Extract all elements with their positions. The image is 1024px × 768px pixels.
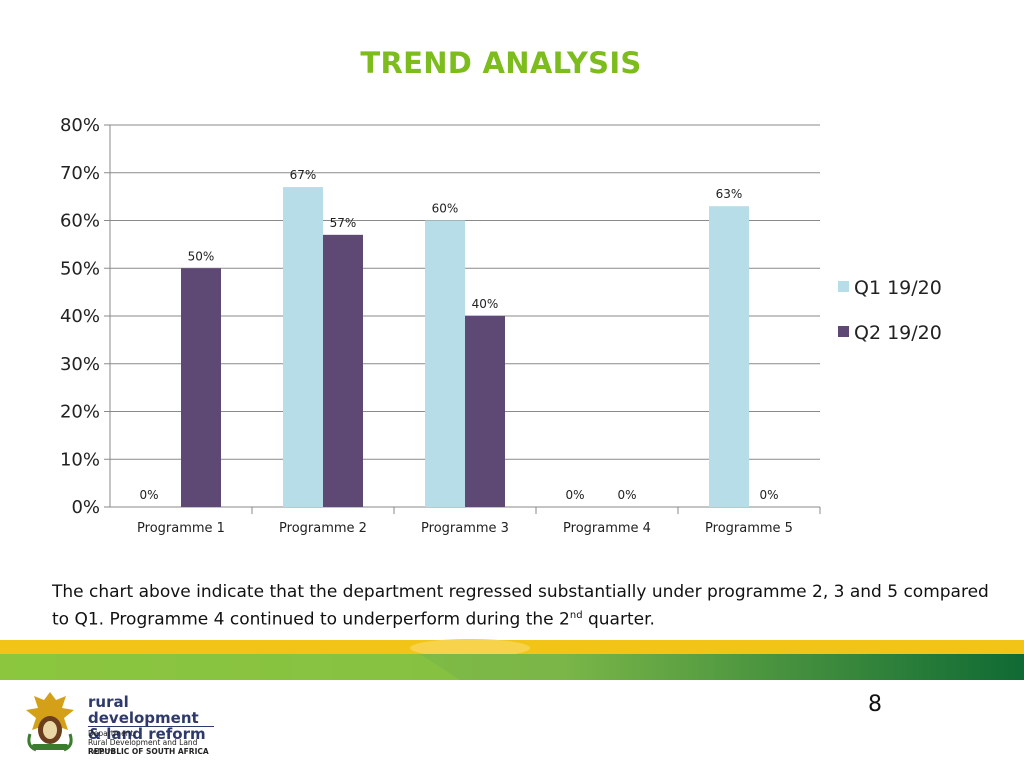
data-label: 0% — [139, 488, 158, 502]
department-logo: rural development & land reform Departme… — [22, 690, 222, 760]
logo-department: Department: Rural Development and Land R… — [88, 729, 198, 756]
data-label: 60% — [432, 202, 459, 216]
footer-band — [0, 639, 1024, 680]
legend-swatch — [838, 281, 849, 292]
chart-axes: 0% 10% 20% 30% 40% 50% 60% 70% 80% Programme 1 Pro… — [60, 115, 821, 536]
x-tick-label: Programme 1 — [137, 521, 225, 536]
bar — [181, 268, 221, 507]
data-label: 0% — [759, 488, 778, 502]
y-tick-label: 60% — [60, 211, 100, 232]
y-tick-label: 10% — [60, 449, 100, 470]
logo-wordmark: rural development & land reform — [88, 693, 206, 743]
y-tick-label: 70% — [60, 163, 100, 184]
legend-label: Q1 19/20 — [854, 277, 942, 299]
y-tick-label: 40% — [60, 306, 100, 327]
page-title: TREND ANALYSIS — [360, 46, 642, 80]
x-tick-label: Programme 2 — [279, 521, 367, 536]
bar — [283, 187, 323, 507]
data-label: 0% — [565, 488, 584, 502]
data-label: 40% — [472, 297, 499, 311]
logo-divider — [88, 726, 214, 727]
y-tick-label: 20% — [60, 402, 100, 423]
y-tick-label: 80% — [60, 115, 100, 136]
page-number: 8 — [868, 692, 882, 717]
legend-swatch — [838, 326, 849, 337]
x-tick-label: Programme 4 — [563, 521, 651, 536]
y-tick-label: 30% — [60, 354, 100, 375]
bar — [465, 316, 505, 507]
bar — [709, 206, 749, 508]
data-label: 57% — [330, 216, 357, 230]
coat-of-arms-icon — [26, 692, 74, 752]
data-label: 50% — [188, 249, 215, 263]
chart-data-labels: 0% 50% 67% 57% 60% 40% 0% 0% 63% 0% — [139, 168, 778, 502]
x-tick-label: Programme 5 — [705, 521, 793, 536]
chart-legend: Q1 19/20 Q2 19/20 — [838, 277, 942, 344]
chart-bars — [181, 187, 749, 508]
x-tick-label: Programme 3 — [421, 521, 509, 536]
bar — [425, 220, 465, 507]
bar — [323, 234, 363, 507]
logo-country: REPUBLIC OF SOUTH AFRICA — [88, 747, 209, 756]
y-tick-label: 50% — [60, 258, 100, 279]
data-label: 0% — [617, 488, 636, 502]
y-tick-label: 0% — [71, 497, 100, 518]
chart-commentary: The chart above indicate that the depart… — [52, 582, 989, 630]
bar-chart: 0% 10% 20% 30% 40% 50% 60% 70% 80% Programme 1 Pro… — [60, 115, 942, 536]
legend-label: Q2 19/20 — [854, 322, 942, 344]
data-label: 63% — [716, 187, 743, 201]
data-label: 67% — [290, 168, 317, 182]
